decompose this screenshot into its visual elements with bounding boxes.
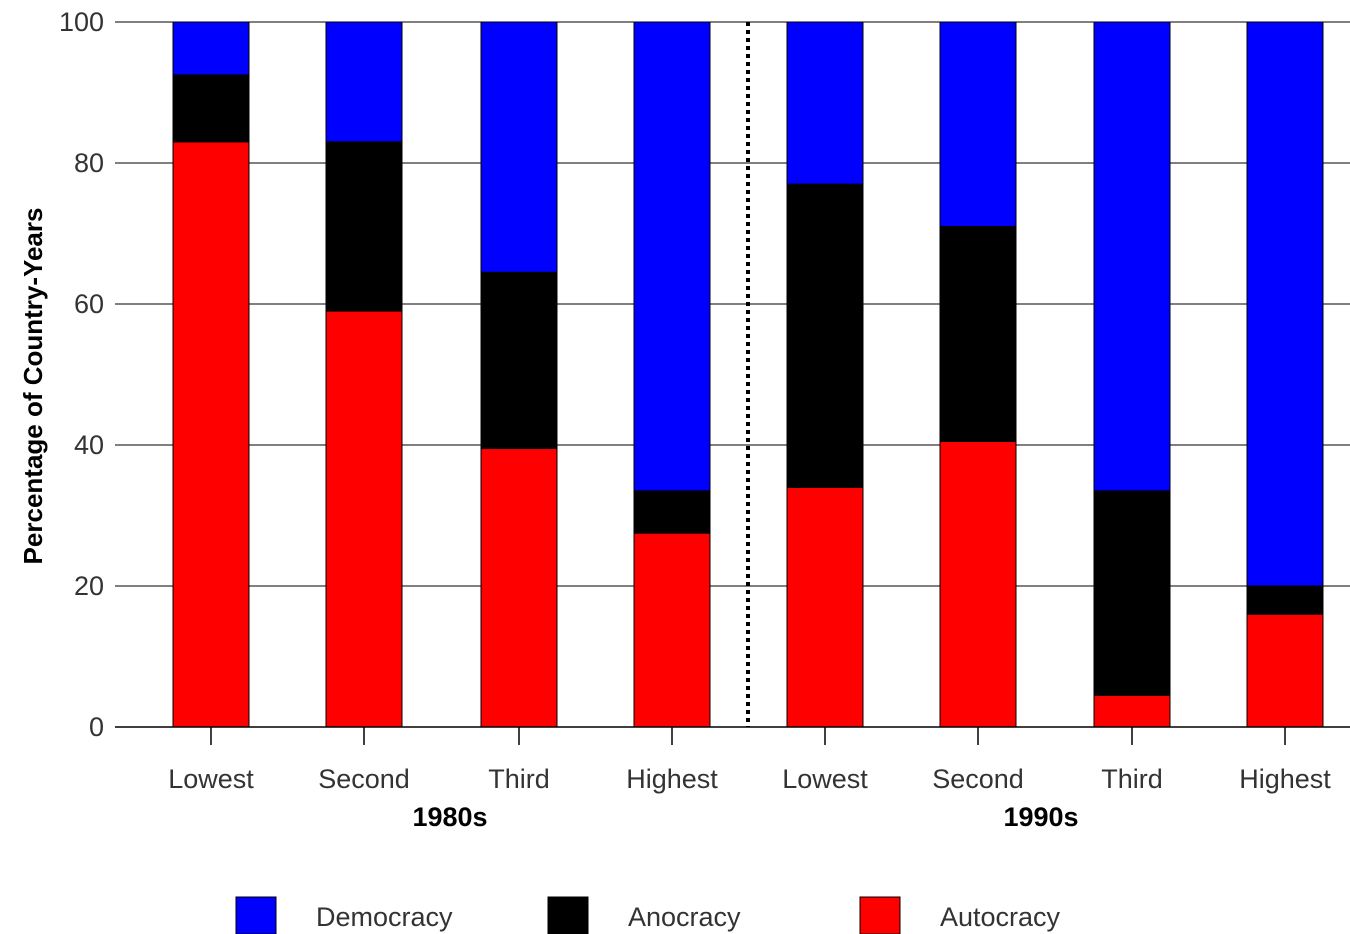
bar-segment-democracy	[480, 21, 558, 273]
bar-segment-democracy	[325, 21, 403, 143]
bar-segment-autocracy	[172, 141, 250, 728]
y-tick-label: 40	[74, 430, 104, 460]
bar-segment-autocracy	[786, 486, 864, 728]
x-tick-label: Highest	[1239, 764, 1331, 794]
bar-segment-autocracy	[325, 310, 403, 728]
x-tick-label: Third	[488, 764, 550, 794]
bar-segment-autocracy	[480, 448, 558, 728]
x-tick-label: Third	[1101, 764, 1163, 794]
bar-segment-democracy	[786, 21, 864, 185]
bar-segment-autocracy	[1093, 694, 1171, 728]
bar-segment-democracy	[633, 21, 711, 492]
bar-segment-democracy	[939, 21, 1017, 227]
bar-segment-democracy	[1246, 21, 1324, 587]
y-tick-labels: 0 20 40 60 80 100	[59, 7, 104, 742]
y-tick-label: 0	[89, 712, 104, 742]
bar-segment-autocracy	[1246, 613, 1324, 728]
bars	[172, 21, 1324, 728]
legend: Democracy Anocracy Autocracy	[235, 896, 1061, 934]
legend-label: Democracy	[316, 902, 453, 932]
y-axis-label: Percentage of Country-Years	[18, 208, 48, 565]
bar-segment-autocracy	[939, 440, 1017, 728]
y-tick-label: 80	[74, 148, 104, 178]
bar-segment-anocracy	[172, 74, 250, 143]
group-labels: 1980s 1990s	[412, 802, 1078, 832]
bar-segment-democracy	[172, 21, 250, 76]
axes	[115, 22, 1350, 745]
y-tick-label: 100	[59, 7, 104, 37]
x-tick-label: Highest	[626, 764, 718, 794]
y-tick-label: 60	[74, 289, 104, 319]
y-tick-label: 20	[74, 571, 104, 601]
x-tick-label: Lowest	[782, 764, 868, 794]
legend-swatch-democracy	[235, 896, 277, 934]
legend-label: Autocracy	[940, 902, 1061, 932]
bar-segment-anocracy	[325, 141, 403, 312]
bar-segment-anocracy	[939, 225, 1017, 442]
x-tick-label: Second	[932, 764, 1024, 794]
legend-swatch-anocracy	[547, 896, 589, 934]
bar-segment-anocracy	[786, 183, 864, 488]
group-label: 1980s	[412, 802, 487, 832]
group-label: 1990s	[1003, 802, 1078, 832]
bar-segment-anocracy	[1246, 585, 1324, 615]
x-tick-label: Lowest	[168, 764, 254, 794]
x-tick-label: Second	[318, 764, 410, 794]
bar-segment-democracy	[1093, 21, 1171, 492]
bar-segment-anocracy	[1093, 490, 1171, 696]
legend-label: Anocracy	[628, 902, 741, 932]
bar-segment-autocracy	[633, 532, 711, 728]
bar-segment-anocracy	[633, 490, 711, 534]
bar-segment-anocracy	[480, 271, 558, 450]
x-tick-labels: Lowest Second Third Highest Lowest Second Thir…	[168, 764, 1331, 794]
legend-swatch-autocracy	[859, 896, 901, 934]
